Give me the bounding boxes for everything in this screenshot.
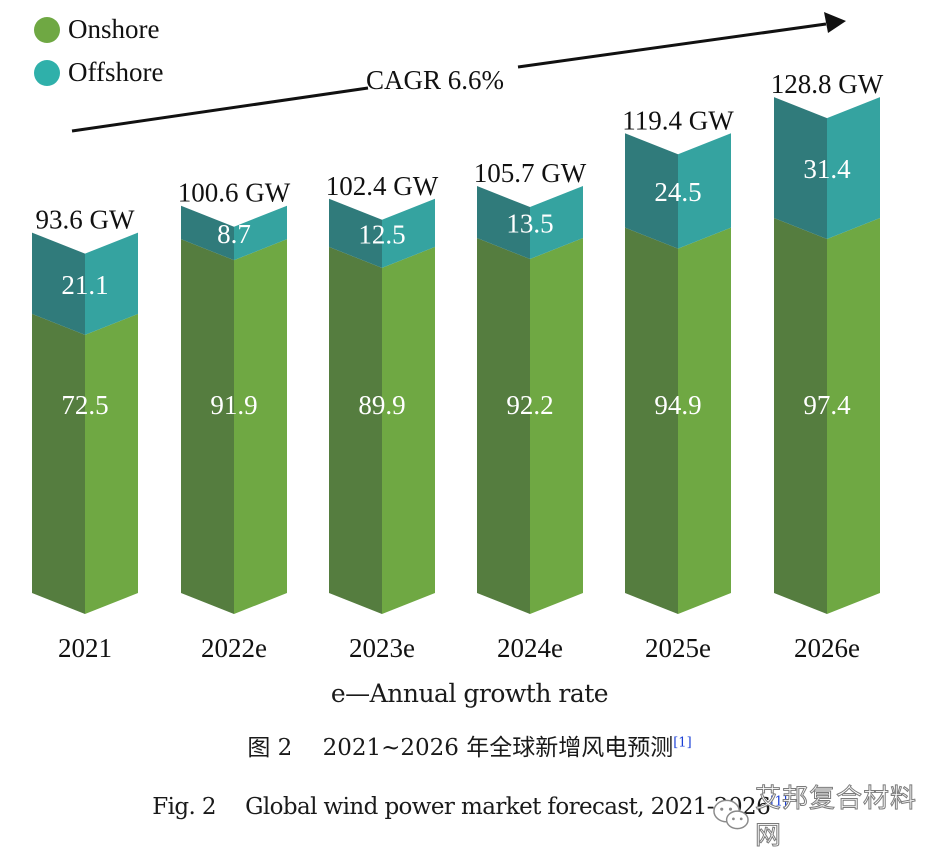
offshore-bar-left-face bbox=[477, 186, 530, 260]
cagr-annotation: CAGR 6.6% bbox=[366, 65, 504, 95]
legend-label-offshore: Offshore bbox=[68, 57, 164, 87]
x-tick-label: 2026e bbox=[794, 633, 860, 663]
offshore-bar-left-face bbox=[625, 133, 678, 249]
offshore-bar-right-face bbox=[234, 205, 287, 261]
onshore-bar-right-face bbox=[827, 218, 880, 614]
citation-ref-cn[interactable]: [1] bbox=[673, 735, 692, 751]
watermark-text: 艾邦复合材料网 bbox=[754, 784, 917, 852]
cagr-arrow: CAGR 6.6% bbox=[71, 12, 846, 133]
figure-caption-en-text: Fig. 2 Global wind power market forecast… bbox=[152, 794, 771, 820]
onshore-bar-left-face bbox=[625, 227, 678, 614]
offshore-value-label: 21.1 bbox=[61, 270, 108, 300]
legend-dot-offshore-icon bbox=[34, 59, 60, 86]
offshore-value-label: 31.4 bbox=[803, 154, 851, 184]
onshore-bar-right-face bbox=[530, 238, 583, 614]
legend-label-onshore: Onshore bbox=[68, 14, 160, 44]
onshore-bar-left-face bbox=[774, 218, 827, 614]
offshore-bar-left-face bbox=[32, 232, 85, 335]
offshore-bar-right-face bbox=[382, 198, 435, 268]
onshore-value-label: 89.9 bbox=[358, 390, 405, 420]
legend-item-offshore: Offshore bbox=[34, 57, 163, 88]
onshore-bar-left-face bbox=[181, 239, 234, 614]
offshore-bar-right-face bbox=[827, 97, 880, 240]
x-tick-label: 2024e bbox=[497, 633, 563, 663]
total-value-label: 93.6 GW bbox=[36, 205, 135, 235]
onshore-value-label: 72.5 bbox=[61, 390, 108, 420]
x-tick-label: 2022e bbox=[201, 633, 267, 663]
onshore-bar-right-face bbox=[234, 239, 287, 614]
offshore-value-label: 24.5 bbox=[654, 177, 701, 207]
total-value-label: 102.4 GW bbox=[326, 171, 439, 201]
cagr-arrow-line-right bbox=[517, 22, 827, 69]
cagr-arrow-line-left bbox=[71, 86, 369, 133]
figure-caption-cn-text: 图 2 2021~2026 年全球新增风电预测 bbox=[247, 735, 674, 761]
offshore-bar-left-face bbox=[329, 198, 382, 268]
offshore-value-label: 8.7 bbox=[217, 219, 251, 249]
total-value-label: 119.4 GW bbox=[622, 105, 734, 135]
onshore-bar-left-face bbox=[32, 313, 85, 614]
legend-item-onshore: Onshore bbox=[34, 14, 159, 45]
total-value-label: 128.8 GW bbox=[771, 69, 884, 99]
onshore-bar-left-face bbox=[477, 238, 530, 614]
onshore-bar-right-face bbox=[678, 227, 731, 614]
offshore-value-label: 12.5 bbox=[358, 219, 405, 249]
total-value-label: 105.7 GW bbox=[474, 158, 587, 188]
offshore-bar-left-face bbox=[774, 97, 827, 240]
onshore-bar-right-face bbox=[85, 313, 138, 614]
onshore-bar-left-face bbox=[329, 246, 382, 614]
figure-caption-cn: 图 2 2021~2026 年全球新增风电预测[1] bbox=[0, 728, 939, 762]
x-tick-label: 2021 bbox=[58, 633, 112, 663]
offshore-bar-right-face bbox=[85, 232, 138, 335]
bars-group: 72.5 21.1 93.6 GW 2021 91.9 8.7 100.6 GW 2022e 8… bbox=[32, 69, 884, 663]
chart-note: e—Annual growth rate bbox=[330, 679, 609, 708]
offshore-bar-right-face bbox=[530, 186, 583, 260]
arrow-head-icon bbox=[824, 12, 846, 33]
citation-ref-en[interactable]: [1] bbox=[770, 794, 787, 810]
onshore-bar-right-face bbox=[382, 246, 435, 614]
onshore-value-label: 92.2 bbox=[506, 390, 553, 420]
onshore-value-label: 94.9 bbox=[654, 390, 701, 420]
x-tick-label: 2023e bbox=[349, 633, 415, 663]
offshore-value-label: 13.5 bbox=[506, 209, 553, 239]
offshore-bar-left-face bbox=[181, 205, 234, 261]
x-tick-label: 2025e bbox=[645, 633, 711, 663]
onshore-value-label: 97.4 bbox=[803, 390, 851, 420]
watermark: 艾邦复合材料网 bbox=[712, 778, 939, 852]
figure-caption-en: Fig. 2 Global wind power market forecast… bbox=[0, 787, 939, 821]
offshore-bar-right-face bbox=[678, 133, 731, 249]
wechat-icon bbox=[713, 799, 749, 830]
onshore-value-label: 91.9 bbox=[210, 390, 257, 420]
legend-dot-onshore-icon bbox=[34, 16, 60, 43]
chart-canvas: CAGR 6.6% 72.5 21.1 93.6 GW 2021 91.9 8.7 100.… bbox=[32, 12, 884, 663]
total-value-label: 100.6 GW bbox=[178, 178, 291, 208]
